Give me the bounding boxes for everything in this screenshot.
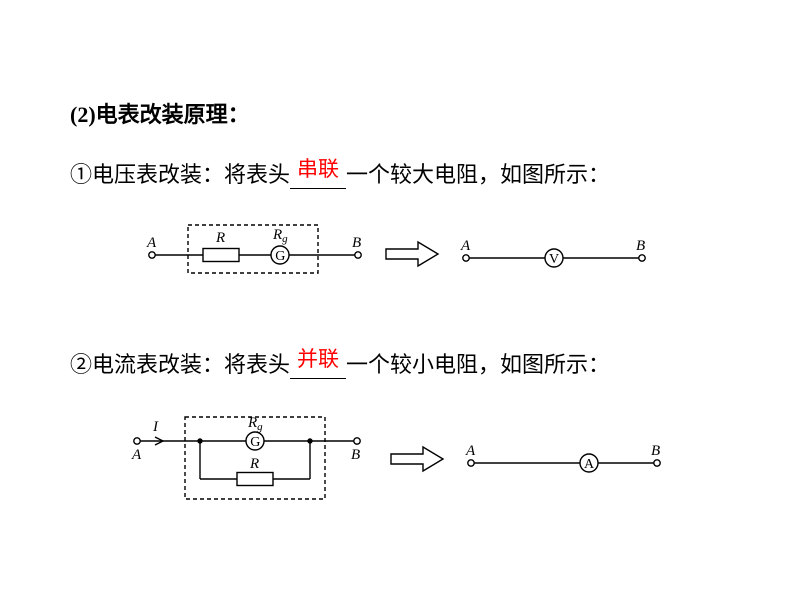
answer-2: 并联 xyxy=(297,343,339,373)
label-i: I xyxy=(152,419,159,435)
label-a-right-2: A xyxy=(465,443,476,459)
label-rg: Rg xyxy=(272,227,288,245)
label-b-right-2: B xyxy=(651,443,660,459)
label-a-right: A xyxy=(460,238,471,254)
label-b-left: B xyxy=(352,235,361,251)
answer-1: 串联 xyxy=(297,153,339,183)
blank-2: 并联 xyxy=(290,353,346,379)
blank-1: 串联 xyxy=(290,163,346,189)
label-r: R xyxy=(215,230,225,246)
item1-suffix: 一个较大电阻，如图所示： xyxy=(346,162,610,187)
item2-prefix: ②电流表改装：将表头 xyxy=(70,352,290,377)
label-amp: A xyxy=(584,457,595,472)
label-a-left-2: A xyxy=(131,447,142,463)
label-a-left: A xyxy=(146,235,157,251)
circuit-voltmeter-result: A V B xyxy=(454,224,654,284)
circuit-ammeter-result: A A B xyxy=(459,429,669,489)
diagram-row-1: A R Rg G B A V B xyxy=(70,219,724,289)
arrow-icon-2 xyxy=(389,444,445,474)
item-2-text: ②电流表改装：将表头并联一个较小电阻，如图所示： xyxy=(70,347,724,379)
arrow-icon xyxy=(384,239,440,269)
label-rg-2: Rg xyxy=(247,415,263,433)
diagram-row-2: I A Rg G R B A A B xyxy=(70,409,724,509)
item1-prefix: ①电压表改装：将表头 xyxy=(70,162,290,187)
label-r-2: R xyxy=(249,456,259,472)
circuit-voltmeter-source: A R Rg G B xyxy=(140,219,370,289)
label-g: G xyxy=(275,249,285,264)
label-b-right: B xyxy=(636,238,645,254)
circuit-ammeter-source: I A Rg G R B xyxy=(125,409,375,509)
label-g-2: G xyxy=(250,435,260,450)
label-b-left-2: B xyxy=(351,447,360,463)
item-1-text: ①电压表改装：将表头串联一个较大电阻，如图所示： xyxy=(70,157,724,189)
label-v: V xyxy=(549,252,559,267)
item2-suffix: 一个较小电阻，如图所示： xyxy=(346,352,610,377)
section-title: (2)电表改装原理： xyxy=(70,97,724,129)
